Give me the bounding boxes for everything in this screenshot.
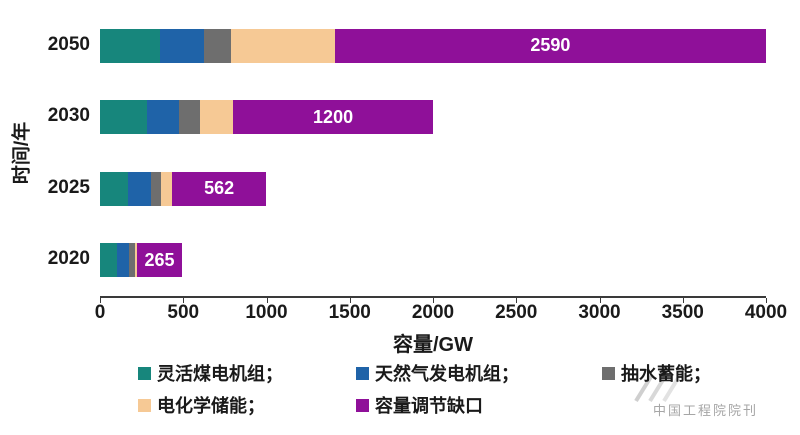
legend-swatch [356, 398, 369, 412]
bar-segment [129, 243, 135, 278]
x-tick-label: 2500 [495, 302, 538, 323]
legend-label: 电化学储能； [157, 396, 265, 416]
x-tick-label: 4000 [744, 302, 788, 323]
legend-item: 灵活煤电机组； [138, 360, 283, 386]
bar-segment: 265 [137, 243, 182, 278]
x-tick-mark [266, 298, 268, 303]
bar-segment [117, 243, 130, 278]
x-tick-mark [100, 298, 101, 303]
bar-segment [159, 28, 205, 63]
bar-segment [230, 28, 335, 63]
x-tick-mark [516, 298, 518, 303]
bar-value-label: 265 [144, 249, 175, 270]
x-tick-mark [766, 298, 767, 303]
bar-value-label: 562 [204, 178, 235, 199]
x-tick-label: 0 [94, 302, 106, 323]
legend-item: 抽水蓄能； [602, 360, 711, 386]
y-tick-label: 2025 [47, 176, 90, 198]
x-tick-mark [682, 298, 684, 303]
bar-segment [204, 28, 231, 63]
y-axis-title: 时间/年 [11, 121, 33, 185]
bar-segment [179, 100, 200, 135]
bar-value-label: 2590 [530, 35, 571, 56]
legend-label: 灵活煤电机组； [157, 364, 283, 384]
legend-item: 天然气发电机组； [356, 360, 519, 386]
x-tick-label: 3000 [578, 302, 621, 323]
bar-segment [199, 100, 234, 135]
x-tick-mark [349, 298, 351, 303]
y-tick-label: 2020 [47, 248, 90, 270]
plot-area: 2590 1200 562 265 [100, 10, 766, 298]
legend-swatch [602, 366, 615, 380]
legend-swatch [138, 398, 151, 412]
x-tick-label: 2000 [411, 302, 455, 323]
x-axis-title: 容量/GW [393, 334, 473, 356]
x-tick-mark [599, 298, 601, 303]
legend-label: 天然气发电机组； [375, 364, 519, 384]
legend-swatch [356, 366, 369, 380]
x-tick-label: 1500 [328, 302, 371, 323]
y-tick-label: 2050 [47, 33, 90, 55]
bar-segment: 1200 [233, 100, 433, 135]
x-tick-label: 500 [167, 302, 200, 323]
bar-value-label: 1200 [313, 106, 354, 127]
y-tick-label: 2030 [47, 105, 90, 127]
bar-segment [100, 243, 118, 278]
x-tick-mark [433, 298, 434, 303]
bar-segment: 2590 [334, 28, 766, 63]
bar-row-2020: 265 [100, 243, 766, 278]
x-tick-label: 1000 [245, 302, 288, 323]
bar-segment [128, 171, 151, 206]
legend-swatch [138, 366, 151, 380]
bar-segment: 562 [172, 171, 266, 206]
bar-segment [150, 171, 161, 206]
x-tick-mark [183, 298, 185, 303]
bar-segment [134, 243, 138, 278]
bar-segment [100, 171, 129, 206]
x-tick-label: 3500 [661, 302, 704, 323]
bar-segment [160, 171, 173, 206]
bar-row-2025: 562 [100, 171, 766, 206]
legend-item: 容量调节缺口 [356, 392, 483, 418]
journal-logo-icon [634, 373, 682, 403]
legend-item: 电化学储能； [138, 392, 265, 418]
bar-segment [100, 100, 148, 135]
legend-label: 容量调节缺口 [375, 396, 483, 416]
bar-segment [147, 100, 180, 135]
bar-segment [100, 28, 160, 63]
watermark-text: 中国工程院院刊 [652, 403, 758, 418]
bar-row-2050: 2590 [100, 28, 766, 63]
bar-row-2030: 1200 [100, 100, 766, 135]
legend-label: 抽水蓄能； [621, 364, 711, 384]
